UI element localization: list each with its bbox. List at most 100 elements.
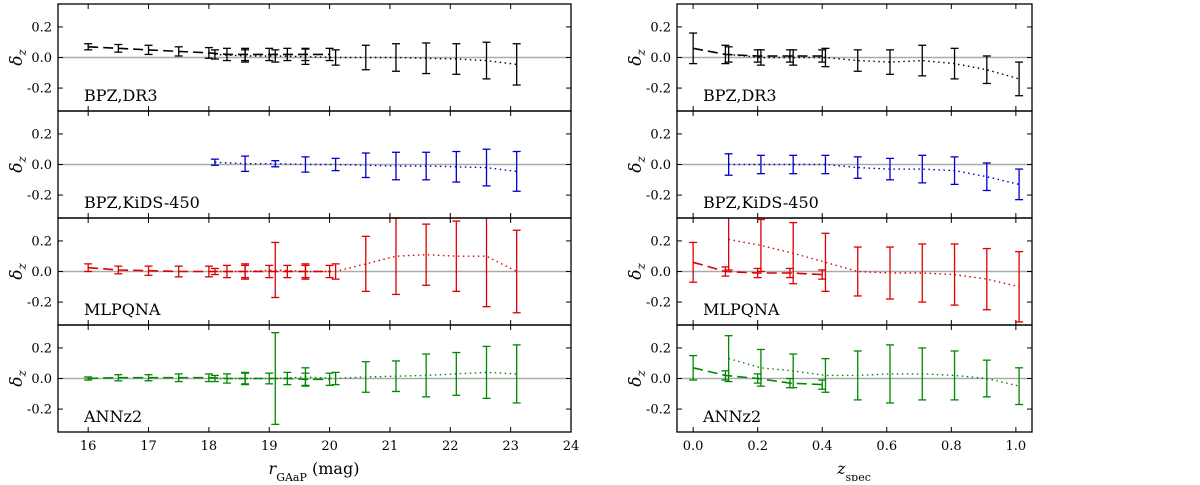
- error-bar: [361, 361, 370, 393]
- y-tick-label: 0.2: [650, 234, 671, 249]
- error-bar: [452, 43, 461, 75]
- error-bar: [821, 154, 830, 175]
- y-axis-title-main: δ: [626, 270, 646, 280]
- error-bar: [361, 235, 370, 293]
- error-bar: [482, 218, 491, 308]
- y-tick-label: 0.2: [31, 127, 52, 142]
- left-x-axis-title: rGAaP (mag): [269, 459, 360, 481]
- y-tick-label: -0.2: [646, 82, 671, 97]
- left-chart-column: 0.20.0-0.2δzBPZ,DR30.20.0-0.2δzBPZ,KiDS-…: [7, 3, 579, 454]
- y-tick-label: 0.0: [650, 51, 671, 66]
- y-axis-title-sub: z: [634, 156, 648, 164]
- error-bar: [241, 371, 250, 386]
- y-axis-title-sub: z: [634, 370, 648, 378]
- left-panel-3: 0.2 0.0 -0.2 16 17 18 19 20 21 22 23 24 δz ANNz2: [7, 324, 579, 454]
- x-tick-label: 20: [321, 439, 338, 454]
- panel-frame: [676, 324, 1033, 433]
- error-bar: [853, 350, 862, 401]
- error-bar: [271, 331, 280, 426]
- y-axis-title: δz: [626, 156, 648, 173]
- error-bar: [918, 154, 927, 184]
- y-tick-label: -0.2: [646, 403, 671, 418]
- error-bar: [422, 42, 431, 75]
- error-bar: [482, 345, 491, 400]
- error-bar: [114, 265, 123, 275]
- y-axis-title-main: δ: [7, 163, 27, 173]
- error-bar: [391, 151, 400, 181]
- y-axis-title-sub: z: [15, 49, 29, 57]
- error-bar: [886, 49, 894, 75]
- error-bar: [982, 359, 991, 398]
- error-bar: [271, 160, 280, 168]
- error-bar: [241, 155, 250, 173]
- error-bar: [210, 267, 219, 276]
- panel-frame: [57, 324, 572, 433]
- error-bar: [452, 220, 461, 293]
- error-bar: [853, 49, 862, 72]
- error-bar: [241, 49, 250, 63]
- error-bar: [452, 351, 461, 396]
- error-bar: [204, 265, 213, 278]
- error-bar: [265, 264, 274, 279]
- error-bar: [512, 344, 521, 404]
- panel-label: BPZ,DR3: [703, 86, 777, 105]
- error-bar: [512, 229, 521, 314]
- error-bar: [950, 350, 959, 401]
- y-axis-title: δz: [7, 263, 29, 280]
- y-axis-title-sub: z: [634, 49, 648, 57]
- y-axis-title: δz: [626, 49, 648, 66]
- x-tick-label: 19: [261, 439, 278, 454]
- error-bar: [950, 156, 959, 186]
- error-bar: [265, 47, 274, 62]
- error-bar: [918, 347, 927, 401]
- error-bar: [512, 150, 521, 192]
- error-bar: [950, 47, 959, 80]
- error-bar: [174, 46, 183, 57]
- error-bar: [886, 344, 894, 404]
- y-axis-title: δz: [7, 370, 29, 387]
- error-bar: [689, 241, 698, 283]
- x-tick-label: 0.2: [747, 439, 768, 454]
- y-axis-title-main: δ: [626, 56, 646, 66]
- dotted-series-line: [728, 53, 1020, 80]
- error-bar: [222, 373, 231, 384]
- x-tick-label: 23: [502, 439, 519, 454]
- error-bar: [361, 44, 370, 71]
- error-bar: [331, 371, 340, 386]
- error-bar: [301, 156, 310, 173]
- error-bar: [950, 243, 959, 306]
- error-bar: [756, 154, 765, 175]
- panel-label: ANNz2: [702, 407, 761, 426]
- error-bar: [301, 263, 310, 280]
- y-axis-title-main: δ: [7, 270, 27, 280]
- error-bar: [982, 162, 991, 192]
- error-bar: [265, 372, 274, 385]
- error-bar: [724, 46, 733, 63]
- error-bar: [756, 348, 765, 387]
- right-panel-1: 0.2 0.0 -0.2 δz BPZ,KiDS-450: [626, 110, 1033, 219]
- x-tick-label: 0.4: [812, 439, 833, 454]
- error-bar: [821, 47, 830, 68]
- error-bar: [271, 241, 280, 299]
- y-axis-title-sub: z: [15, 156, 29, 164]
- error-bar: [331, 263, 340, 280]
- x-tick-label: 18: [201, 439, 218, 454]
- x-tick-label: 17: [140, 439, 157, 454]
- y-tick-label: 0.2: [31, 341, 52, 356]
- error-bar: [271, 49, 280, 63]
- y-axis-title: δz: [626, 263, 648, 280]
- error-bar: [689, 32, 698, 65]
- error-bar: [721, 44, 730, 65]
- y-axis-title-main: δ: [7, 377, 27, 387]
- y-tick-label: 0.0: [650, 372, 671, 387]
- error-bar: [422, 151, 431, 181]
- error-bar: [724, 218, 733, 271]
- error-bar: [482, 41, 491, 80]
- error-bar: [886, 246, 894, 300]
- error-bar: [724, 335, 733, 383]
- error-bar: [756, 49, 765, 66]
- error-bar: [724, 153, 733, 176]
- right-x-axis-title: zspec: [836, 459, 871, 481]
- error-bar: [1015, 367, 1024, 406]
- error-bar: [174, 265, 183, 278]
